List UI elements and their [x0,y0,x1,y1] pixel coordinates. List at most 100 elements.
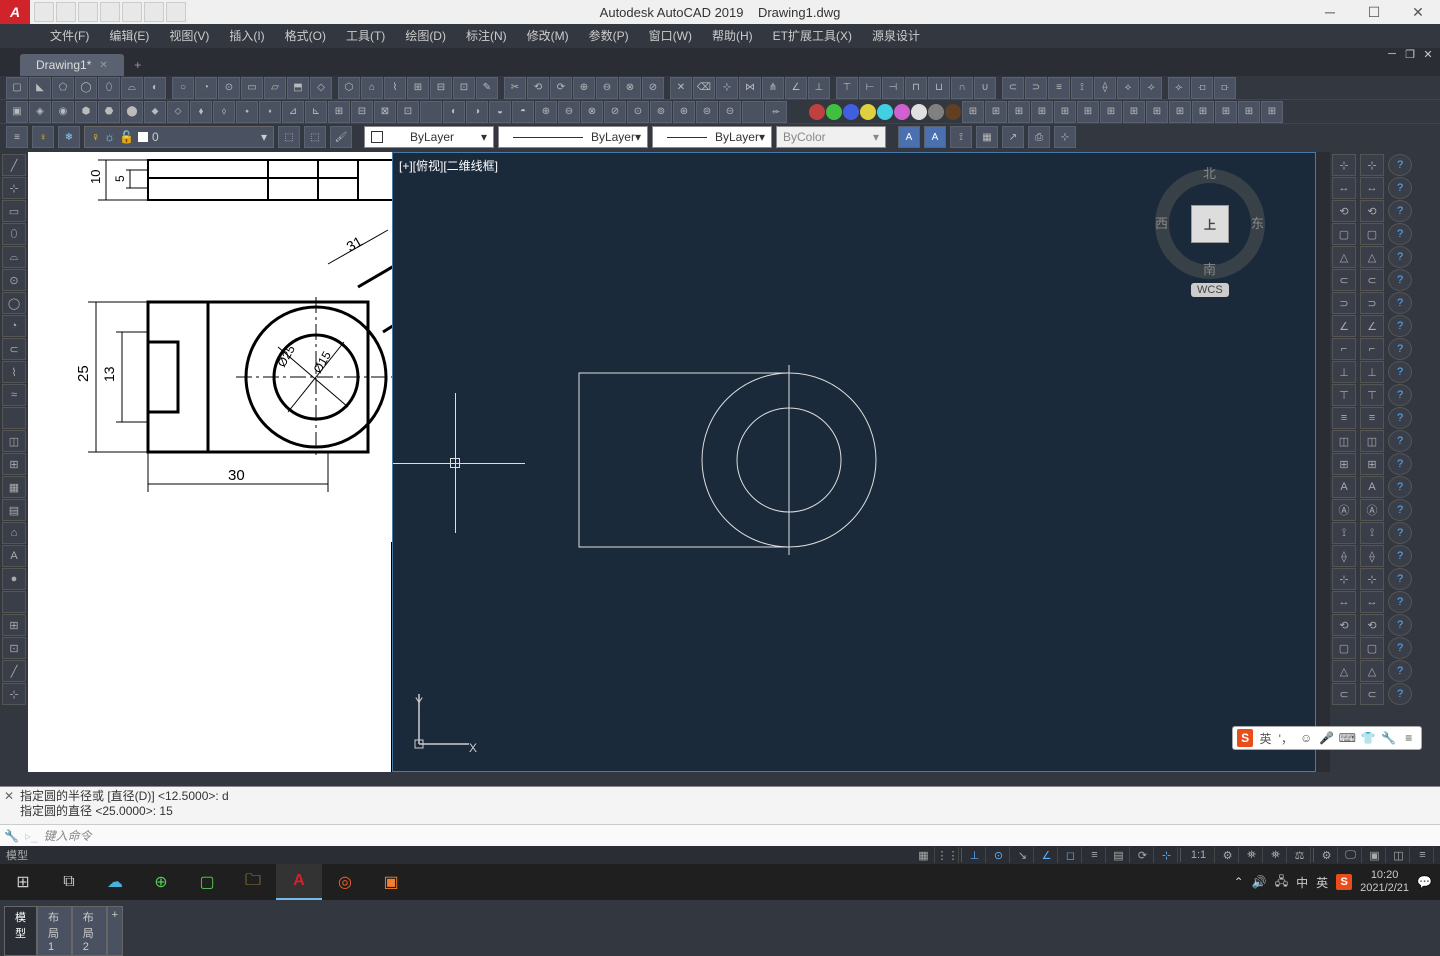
start-button[interactable]: ⊞ [0,864,46,900]
toolbar2-btn-28[interactable]: ⊚ [650,101,672,123]
tab-add-button[interactable]: + [126,54,150,76]
toolbar2-btn-23[interactable]: ⊕ [535,101,557,123]
right-tool-2-7[interactable]: ? [1388,315,1412,337]
layout-tab-2[interactable]: 布局2 [72,906,107,956]
toolbar1-btn-45[interactable]: ⟟ [1071,77,1093,99]
toolbar1-btn-15[interactable]: ⌂ [361,77,383,99]
layout-tab-1[interactable]: 布局1 [37,906,72,956]
draw-tool-20[interactable]: ⊞ [2,614,26,636]
color-ball-3[interactable] [860,104,876,120]
right-tool-0-13[interactable]: ⊞ [1332,453,1356,475]
right-tool-1-11[interactable]: ≡ [1360,407,1384,429]
toolbar1-btn-48[interactable]: ⟢ [1140,77,1162,99]
right-tool-2-14[interactable]: ? [1388,476,1412,498]
right-tool-2-20[interactable]: ? [1388,614,1412,636]
compass-w[interactable]: 西 [1155,213,1168,232]
right-tool-1-18[interactable]: ⊹ [1360,568,1384,590]
menu-format[interactable]: 格式(O) [275,24,336,48]
task-view-icon[interactable]: ⧉ [46,864,92,900]
ime-toolbar[interactable]: S 英 '， ☺ 🎤 ⌨ 👕 🔧 ≡ [1232,726,1422,750]
sb-polar-icon[interactable]: ⊙ [988,847,1010,863]
toolbar2b-btn-11[interactable]: ⊞ [1215,101,1237,123]
toolbar1-btn-8[interactable]: ◔ [195,77,217,99]
toolbar1-btn-44[interactable]: ≡ [1048,77,1070,99]
right-tool-0-0[interactable]: ⊹ [1332,154,1356,176]
toolbar2-btn-31[interactable]: ⊝ [719,101,741,123]
toolbar2b-btn-5[interactable]: ⊞ [1077,101,1099,123]
color-ball-0[interactable] [809,104,825,120]
toolbar1-btn-43[interactable]: ⊃ [1025,77,1047,99]
right-tool-2-6[interactable]: ? [1388,292,1412,314]
ime-brand-icon[interactable]: S [1237,729,1253,747]
right-tool-2-1[interactable]: ? [1388,177,1412,199]
right-tool-1-0[interactable]: ⊹ [1360,154,1384,176]
layer-match-icon[interactable]: 🖌 [330,126,352,148]
toolbar2b-btn-0[interactable]: ⊞ [962,101,984,123]
view-cube[interactable]: 北 南 东 西 上 WCS [1155,163,1265,303]
toolbar1-btn-19[interactable]: ⊡ [453,77,475,99]
toolbar1-btn-7[interactable]: ○ [172,77,194,99]
toolbar2-btn-7[interactable]: ⬦ [167,101,189,123]
toolbar2b-btn-9[interactable]: ⊞ [1169,101,1191,123]
vertical-scrollbar[interactable] [1316,152,1330,772]
sb-person2-icon[interactable]: ⛯ [1265,847,1287,863]
right-tool-1-7[interactable]: ∠ [1360,315,1384,337]
toolbar2b-btn-8[interactable]: ⊞ [1146,101,1168,123]
toolbar1-btn-2[interactable]: ⬠ [52,77,74,99]
sb-iso-icon[interactable]: ↘ [1012,847,1034,863]
color-ball-1[interactable] [826,104,842,120]
taskbar-app-icon[interactable]: ▢ [184,864,230,900]
ime-menu-icon[interactable]: ≡ [1401,731,1417,745]
sb-osnap-icon[interactable]: ◻ [1060,847,1082,863]
ime-skin-icon[interactable]: 👕 [1360,731,1376,745]
sb-custom-icon[interactable]: ≡ [1412,847,1434,863]
draw-tool-15[interactable]: ▤ [2,499,26,521]
right-tool-1-12[interactable]: ◫ [1360,430,1384,452]
toolbar1-btn-40[interactable]: ∩ [951,77,973,99]
right-tool-1-8[interactable]: ⌐ [1360,338,1384,360]
right-tool-1-23[interactable]: ⊂ [1360,683,1384,705]
menu-help[interactable]: 帮助(H) [702,24,763,48]
taskbar-explorer-icon[interactable]: 🗀 [230,864,276,900]
toolbar2-btn-1[interactable]: ◈ [29,101,51,123]
toolbar1-btn-13[interactable]: ◇ [310,77,332,99]
menu-edit[interactable]: 编辑(E) [99,24,159,48]
right-tool-2-2[interactable]: ? [1388,200,1412,222]
sb-clean-icon[interactable]: ◫ [1388,847,1410,863]
toolbar1-btn-30[interactable]: ⊹ [716,77,738,99]
lineweight-dropdown[interactable]: ByLayer ▾ [652,126,772,148]
toolbar2-btn-9[interactable]: ⬨ [213,101,235,123]
ime-punct-icon[interactable]: '， [1278,730,1294,747]
command-input[interactable]: 键入命令 [44,827,92,844]
maximize-button[interactable]: ☐ [1352,0,1396,24]
qat-open-icon[interactable] [56,2,76,22]
menu-tools[interactable]: 工具(T) [336,24,395,48]
cmd-config-icon[interactable]: 🔧 [4,829,19,843]
right-tool-2-10[interactable]: ? [1388,384,1412,406]
close-button[interactable]: ✕ [1396,0,1440,24]
layout-tab-model[interactable]: 模型 [4,906,37,956]
draw-tool-12[interactable]: ◫ [2,430,26,452]
toolbar1-btn-10[interactable]: ▭ [241,77,263,99]
tab-close-icon[interactable]: ✕ [99,60,107,71]
drawing-canvas[interactable]: [+][俯视][二维线框] 北 南 东 西 上 WCS Y X [392,152,1316,772]
right-tool-2-3[interactable]: ? [1388,223,1412,245]
right-tool-1-22[interactable]: △ [1360,660,1384,682]
right-tool-0-10[interactable]: ⊤ [1332,384,1356,406]
right-tool-0-19[interactable]: ↔ [1332,591,1356,613]
right-tool-0-8[interactable]: ⌐ [1332,338,1356,360]
draw-tool-5[interactable]: ⊙ [2,269,26,291]
minimize-button[interactable]: ─ [1308,0,1352,24]
right-tool-2-4[interactable]: ? [1388,246,1412,268]
draw-tool-13[interactable]: ⊞ [2,453,26,475]
toolbar1-btn-6[interactable]: ◐ [144,77,166,99]
tray-up-icon[interactable]: ⌃ [1234,875,1244,889]
toolbar2-btn-26[interactable]: ⊘ [604,101,626,123]
mdi-close[interactable]: ✕ [1420,48,1436,61]
qat-plot-icon[interactable] [122,2,142,22]
menu-insert[interactable]: 插入(I) [219,24,274,48]
draw-tool-2[interactable]: ▭ [2,200,26,222]
draw-tool-0[interactable]: ╱ [2,154,26,176]
toolbar2-btn-14[interactable]: ⊞ [328,101,350,123]
layout-tab-add[interactable]: + [107,906,123,956]
